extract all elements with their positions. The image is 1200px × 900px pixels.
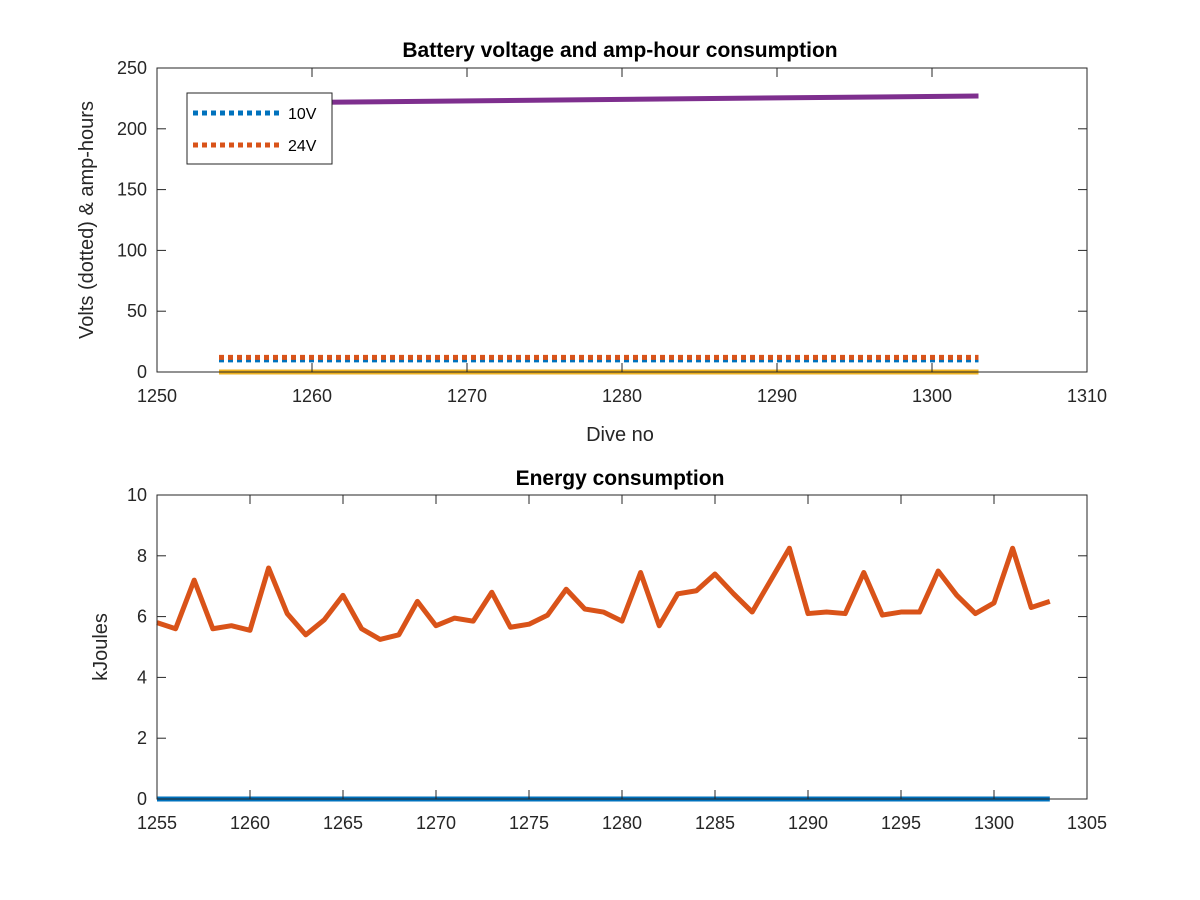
y-tick-label: 0: [137, 362, 147, 382]
x-tick-label: 1295: [881, 813, 921, 833]
energy-axes-box: [156, 494, 1088, 800]
y-tick-label: 250: [117, 58, 147, 78]
y-tick-label: 6: [137, 607, 147, 627]
energy-chart: Energy consumption 1255 1260 1265 1270 1275 1…: [90, 467, 1107, 833]
battery-x-axis-label: Dive no: [586, 424, 654, 446]
energy-y-axis-label: kJoules: [90, 613, 112, 681]
x-tick-label: 1260: [292, 386, 332, 406]
y-tick-label: 10: [127, 485, 147, 505]
energy-ticks: 1255 1260 1265 1270 1275 1280 1285 1290 1295 1300…: [127, 485, 1107, 833]
battery-legend: 10V 24V: [186, 92, 333, 165]
y-tick-label: 2: [137, 728, 147, 748]
battery-plot-data: [218, 93, 979, 375]
battery-chart-title: Battery voltage and amp-hour consumption: [402, 39, 837, 62]
x-tick-label: 1290: [788, 813, 828, 833]
x-tick-label: 1305: [1067, 813, 1107, 833]
y-tick-label: 8: [137, 546, 147, 566]
amp-hours-24v-line: [218, 93, 979, 106]
x-tick-label: 1290: [757, 386, 797, 406]
x-tick-label: 1310: [1067, 386, 1107, 406]
x-tick-label: 1260: [230, 813, 270, 833]
x-tick-label: 1255: [137, 813, 177, 833]
legend-box: [186, 92, 333, 165]
legend-24v-label: 24V: [288, 138, 317, 155]
energy-24v-line: [156, 545, 1051, 642]
y-tick-label: 200: [117, 119, 147, 139]
energy-chart-title: Energy consumption: [516, 467, 725, 490]
energy-plot-data: [156, 545, 1051, 802]
x-tick-label: 1270: [416, 813, 456, 833]
y-tick-label: 4: [137, 667, 147, 687]
battery-ticks: 1250 1260 1270 1280 1290 1300 1310 0 50 100 150 200…: [117, 58, 1107, 406]
y-tick-label: 150: [117, 180, 147, 200]
x-tick-label: 1285: [695, 813, 735, 833]
battery-y-axis-label: Volts (dotted) & amp-hours: [76, 101, 98, 339]
x-tick-label: 1300: [912, 386, 952, 406]
legend-10v-label: 10V: [288, 106, 317, 123]
x-tick-label: 1275: [509, 813, 549, 833]
x-tick-label: 1265: [323, 813, 363, 833]
x-tick-label: 1300: [974, 813, 1014, 833]
x-tick-label: 1250: [137, 386, 177, 406]
y-tick-label: 100: [117, 240, 147, 260]
battery-chart: Battery voltage and amp-hour consumption…: [76, 39, 1107, 446]
x-tick-label: 1280: [602, 386, 642, 406]
y-tick-label: 50: [127, 301, 147, 321]
x-tick-label: 1270: [447, 386, 487, 406]
y-tick-label: 0: [137, 789, 147, 809]
x-tick-label: 1280: [602, 813, 642, 833]
